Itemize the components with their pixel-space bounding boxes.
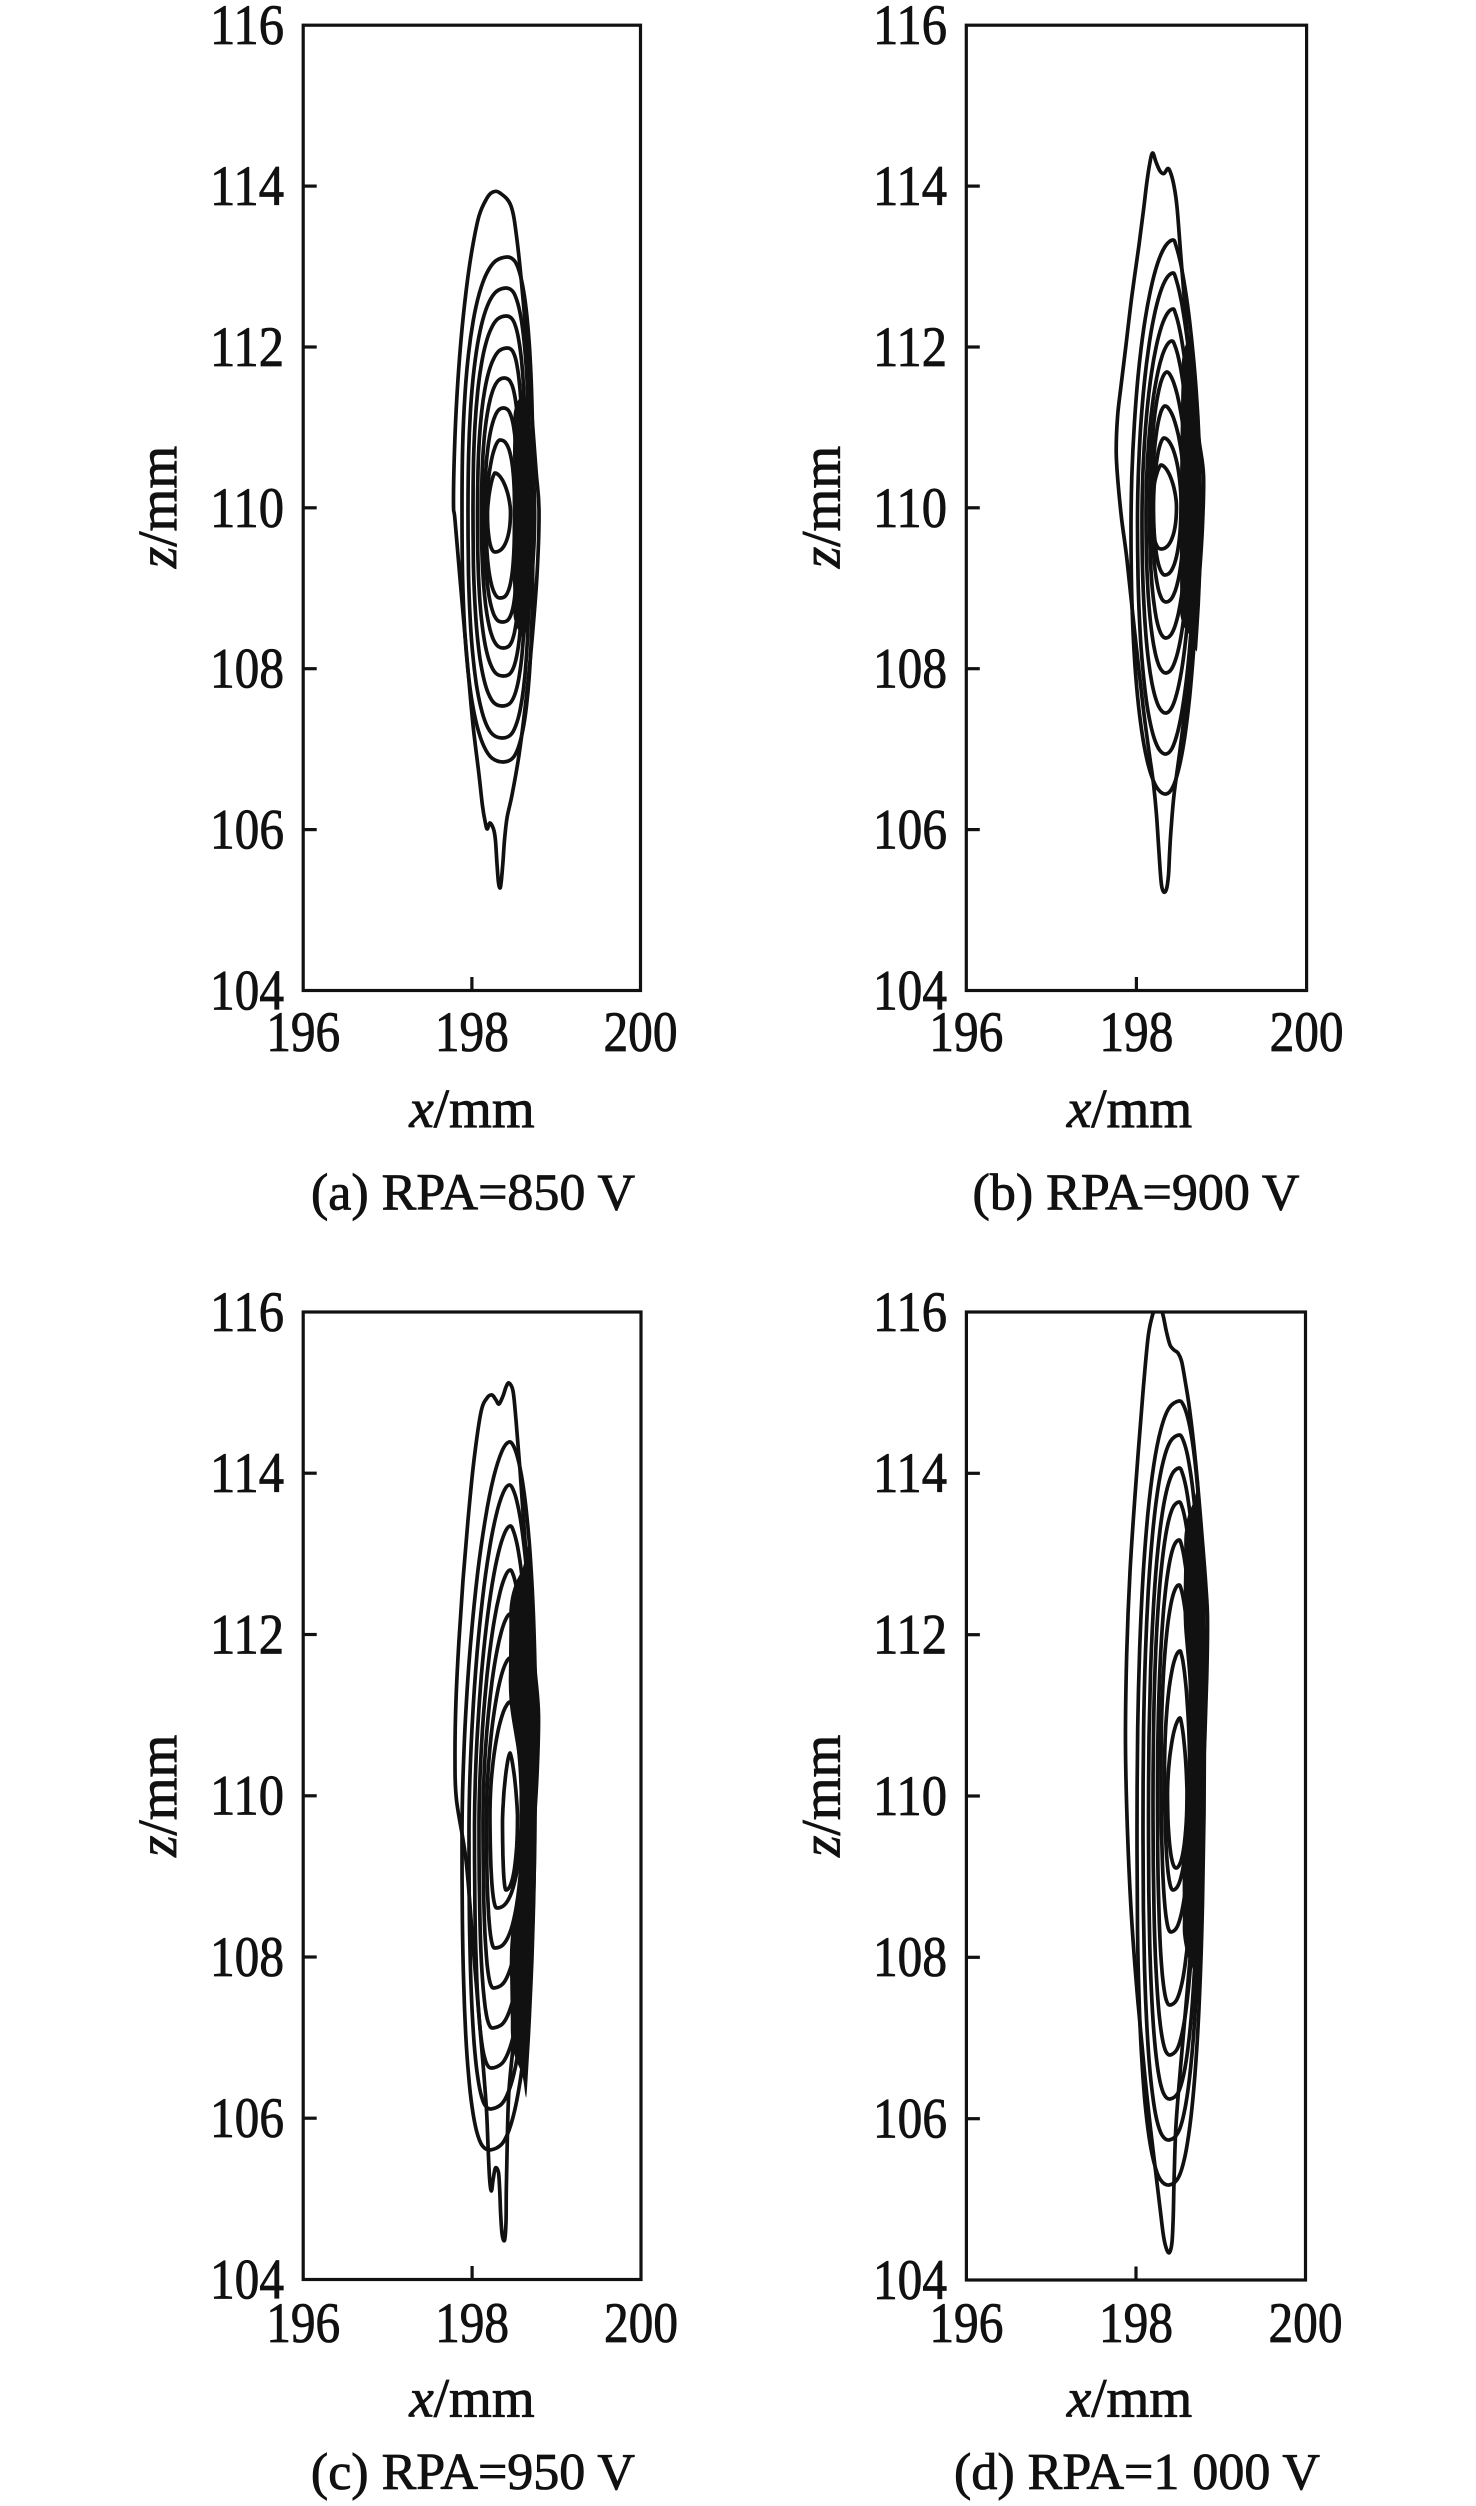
svg-text:116: 116 bbox=[873, 1281, 947, 1344]
svg-text:(d) RPA=1 000 V: (d) RPA=1 000 V bbox=[954, 2444, 1320, 2501]
svg-text:114: 114 bbox=[873, 1442, 947, 1505]
svg-text:114: 114 bbox=[210, 155, 284, 218]
svg-text:108: 108 bbox=[873, 638, 947, 701]
svg-text:198: 198 bbox=[435, 2292, 509, 2355]
svg-text:z/mm: z/mm bbox=[791, 446, 852, 569]
svg-text:x/mm: x/mm bbox=[1066, 1078, 1192, 1139]
svg-text:104: 104 bbox=[873, 2249, 947, 2312]
svg-text:114: 114 bbox=[873, 155, 947, 218]
svg-text:196: 196 bbox=[929, 1001, 1003, 1064]
svg-text:200: 200 bbox=[604, 2292, 678, 2355]
svg-text:108: 108 bbox=[210, 638, 284, 701]
svg-text:198: 198 bbox=[435, 1001, 509, 1064]
svg-text:x/mm: x/mm bbox=[408, 2368, 534, 2429]
svg-text:110: 110 bbox=[210, 477, 284, 540]
svg-text:108: 108 bbox=[873, 1926, 947, 1989]
svg-text:116: 116 bbox=[210, 0, 284, 57]
svg-text:196: 196 bbox=[929, 2292, 1003, 2355]
svg-text:112: 112 bbox=[873, 316, 947, 379]
svg-text:106: 106 bbox=[873, 799, 947, 862]
svg-text:200: 200 bbox=[604, 1001, 678, 1064]
svg-text:110: 110 bbox=[210, 1765, 284, 1828]
svg-text:200: 200 bbox=[1270, 1001, 1344, 1064]
svg-text:104: 104 bbox=[210, 2248, 284, 2311]
svg-text:196: 196 bbox=[266, 2292, 340, 2355]
svg-text:110: 110 bbox=[873, 477, 947, 540]
svg-text:198: 198 bbox=[1099, 2292, 1173, 2355]
svg-text:112: 112 bbox=[873, 1604, 947, 1667]
svg-text:(a) RPA=850 V: (a) RPA=850 V bbox=[311, 1165, 635, 1222]
svg-text:108: 108 bbox=[210, 1926, 284, 1989]
svg-text:200: 200 bbox=[1269, 2292, 1343, 2355]
svg-text:116: 116 bbox=[873, 0, 947, 57]
svg-text:z/mm: z/mm bbox=[127, 446, 188, 569]
svg-text:104: 104 bbox=[873, 959, 947, 1022]
svg-text:106: 106 bbox=[210, 799, 284, 862]
svg-text:(c) RPA=950 V: (c) RPA=950 V bbox=[311, 2444, 635, 2501]
svg-text:(b) RPA=900 V: (b) RPA=900 V bbox=[973, 1165, 1300, 1222]
svg-text:106: 106 bbox=[210, 2087, 284, 2150]
svg-text:x/mm: x/mm bbox=[1066, 2368, 1192, 2429]
svg-text:116: 116 bbox=[210, 1281, 284, 1344]
svg-text:106: 106 bbox=[873, 2088, 947, 2151]
svg-text:x/mm: x/mm bbox=[408, 1078, 534, 1139]
svg-text:112: 112 bbox=[210, 1603, 284, 1666]
svg-text:114: 114 bbox=[210, 1442, 284, 1505]
svg-text:z/mm: z/mm bbox=[791, 1735, 852, 1858]
svg-text:198: 198 bbox=[1099, 1001, 1173, 1064]
svg-text:104: 104 bbox=[210, 959, 284, 1022]
svg-text:z/mm: z/mm bbox=[127, 1735, 188, 1858]
svg-text:112: 112 bbox=[210, 316, 284, 379]
svg-text:110: 110 bbox=[873, 1765, 947, 1828]
svg-text:196: 196 bbox=[266, 1001, 340, 1064]
